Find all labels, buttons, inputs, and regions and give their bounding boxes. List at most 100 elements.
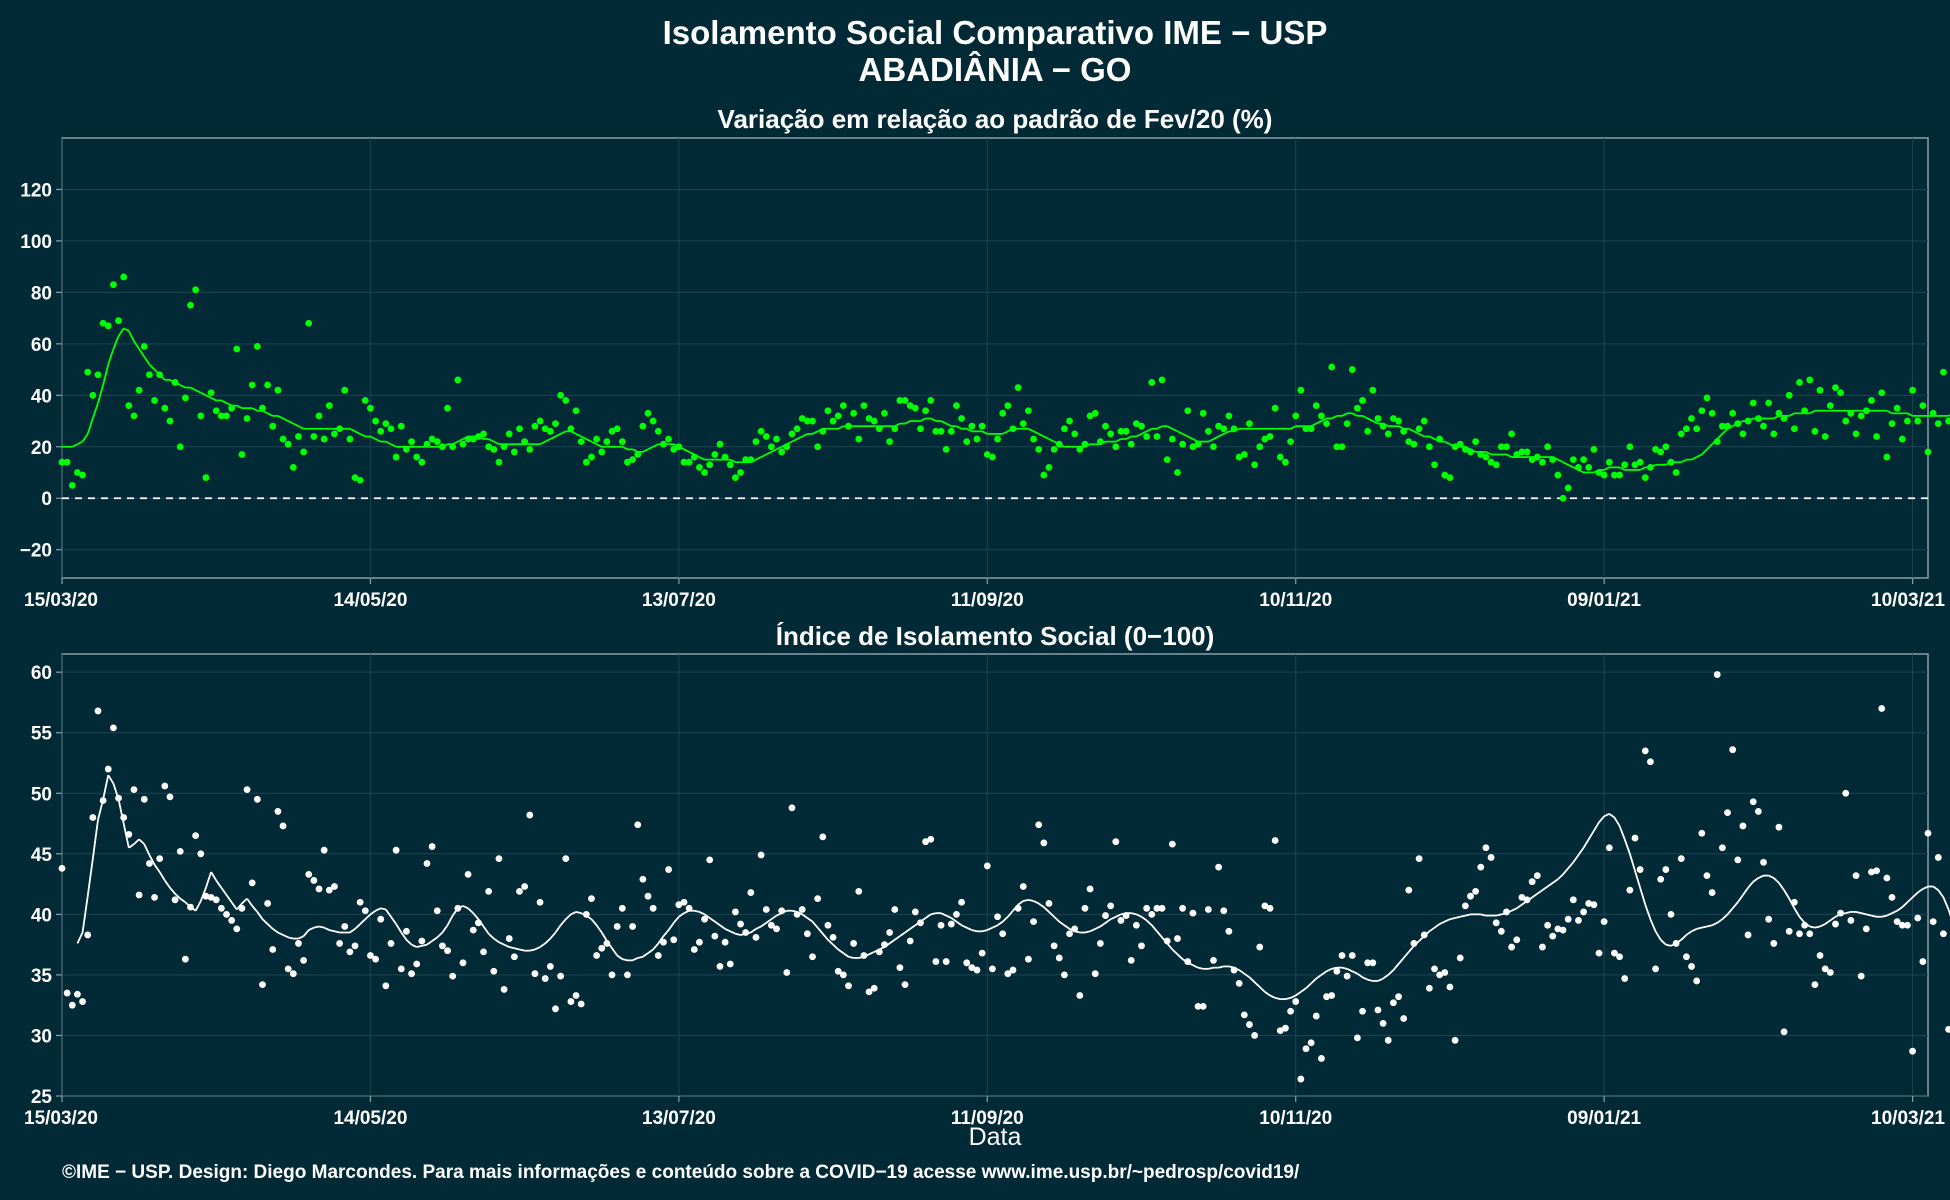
data-point [1369, 959, 1377, 967]
data-point [1580, 908, 1587, 916]
data-point [1400, 1015, 1408, 1022]
data-point [870, 417, 878, 425]
moving-average-segment [133, 340, 140, 350]
data-point [639, 875, 647, 883]
data-point [1744, 931, 1752, 939]
moving-average-segment [1608, 813, 1615, 819]
data-point [860, 952, 868, 959]
moving-average-segment [1063, 924, 1071, 930]
data-point [1667, 910, 1675, 918]
data-point [361, 907, 369, 915]
data-point [1055, 440, 1063, 448]
moving-average-segment [729, 458, 736, 464]
moving-average-segment [1408, 945, 1415, 953]
data-point [1636, 866, 1644, 873]
data-point [1708, 409, 1716, 417]
data-point [649, 417, 657, 425]
data-point [1446, 474, 1454, 482]
data-point [1261, 435, 1269, 443]
data-point [1282, 1024, 1289, 1032]
data-point [1451, 443, 1459, 451]
data-point [408, 438, 415, 446]
y-tick-label: 25 [31, 1087, 53, 1108]
moving-average-segment [1701, 925, 1708, 929]
moving-average-segment [1084, 930, 1091, 934]
data-point [1127, 956, 1135, 964]
moving-average-segment [267, 412, 274, 417]
moving-average-segment [1547, 882, 1554, 888]
data-point [696, 938, 703, 946]
data-point [953, 910, 960, 918]
data-point [181, 394, 189, 402]
data-point [588, 453, 595, 461]
moving-average-segment [308, 926, 315, 931]
moving-average-segment [1418, 433, 1425, 438]
data-point [1734, 856, 1742, 864]
data-point [1374, 415, 1382, 422]
moving-average-segment [719, 924, 726, 930]
data-point [1359, 397, 1366, 404]
moving-average-segment [128, 843, 135, 849]
data-point [1318, 412, 1325, 420]
data-point [1060, 425, 1068, 433]
data-point [1652, 445, 1659, 453]
moving-average-segment [1628, 853, 1636, 872]
moving-average-segment [1742, 887, 1749, 896]
data-point [767, 921, 775, 929]
data-point [618, 904, 626, 912]
data-point [274, 386, 282, 394]
data-point [819, 427, 827, 435]
moving-average-segment [1619, 466, 1626, 471]
moving-average-segment [1871, 914, 1877, 918]
data-point [603, 940, 611, 947]
moving-average-segment [822, 933, 829, 941]
data-point [1611, 949, 1618, 957]
data-point [161, 404, 169, 412]
data-point [891, 906, 899, 913]
data-point [99, 319, 107, 327]
moving-average-segment [194, 900, 202, 912]
data-point [1801, 407, 1809, 415]
data-point [474, 919, 482, 927]
data-point [1924, 448, 1932, 456]
data-point [983, 451, 991, 458]
data-point [1842, 789, 1850, 797]
data-point [1307, 425, 1315, 433]
data-point [505, 935, 513, 942]
moving-average-segment [1305, 982, 1312, 989]
data-point [778, 907, 786, 915]
x-tick-label: 10/11/20 [1259, 590, 1332, 611]
data-point [1652, 965, 1659, 973]
data-point [685, 458, 693, 466]
moving-average-segment [1341, 966, 1348, 970]
data-point [660, 938, 667, 946]
moving-average-segment [1166, 425, 1173, 430]
data-point [392, 846, 400, 854]
data-point [1436, 435, 1444, 443]
moving-average-segment [1562, 867, 1569, 875]
data-point [1940, 930, 1947, 938]
data-point [382, 420, 390, 428]
moving-average-segment [637, 955, 644, 959]
moving-average-segment [1752, 877, 1759, 883]
data-point [397, 965, 405, 973]
moving-average-segment [1809, 409, 1816, 415]
data-point [1611, 471, 1618, 479]
data-point [300, 956, 308, 964]
moving-average-segment [956, 425, 962, 430]
data-point [1364, 959, 1372, 967]
moving-average-segment [1639, 466, 1646, 471]
data-point [1040, 839, 1048, 847]
data-point [1559, 494, 1567, 502]
data-point [1816, 952, 1824, 959]
moving-average-segment [1454, 915, 1461, 919]
data-point [1384, 430, 1392, 438]
moving-average-segment [1552, 878, 1559, 884]
moving-average-segment [256, 911, 264, 920]
moving-average-segment [1038, 902, 1045, 908]
data-point [1246, 1021, 1253, 1028]
data-point [1744, 417, 1752, 425]
moving-average-segment [1855, 911, 1862, 915]
moving-average-segment [493, 440, 500, 446]
